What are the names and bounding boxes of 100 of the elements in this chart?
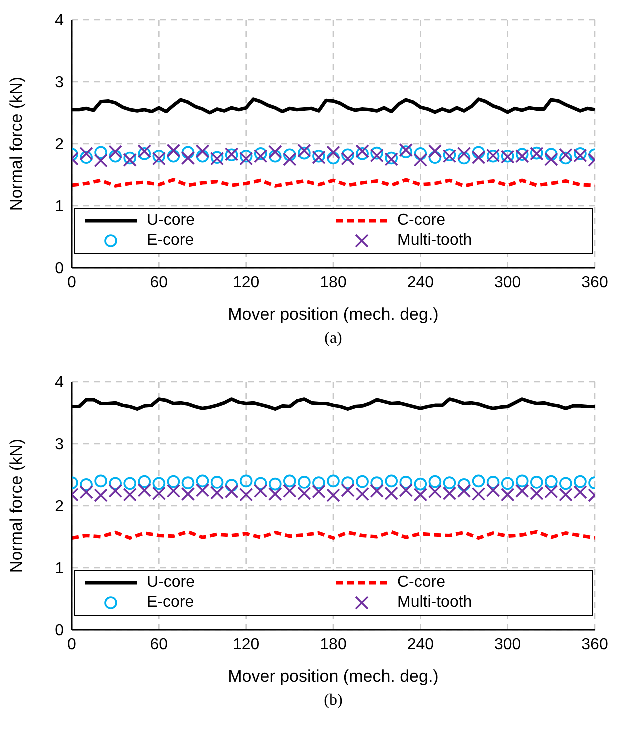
point (327, 152, 340, 165)
point (560, 477, 572, 490)
point (196, 474, 210, 488)
point (342, 148, 354, 162)
point (501, 477, 514, 490)
point (152, 150, 166, 163)
x-axis-title: Mover position (mech. deg.) (228, 305, 439, 324)
y-tick-label: 0 (55, 622, 64, 640)
point (254, 484, 268, 498)
point (486, 484, 500, 498)
point (94, 474, 108, 488)
point (341, 152, 355, 166)
point (284, 474, 296, 488)
point (516, 474, 529, 488)
point (94, 488, 108, 502)
point (545, 148, 558, 161)
point (166, 144, 181, 158)
point (167, 475, 180, 488)
point (210, 476, 224, 489)
y-tick-label: 2 (55, 136, 64, 154)
point (458, 478, 471, 492)
point (428, 144, 442, 158)
x-tick-label: 120 (232, 274, 260, 292)
point (124, 477, 137, 490)
point (516, 148, 529, 161)
point (574, 475, 587, 488)
y-axis-title: Normal force (kN) (7, 438, 26, 574)
x-tick-label: 240 (407, 636, 434, 654)
line-series (72, 530, 595, 540)
point (80, 478, 93, 492)
point (240, 474, 253, 488)
point (370, 146, 384, 160)
y-tick-label: 4 (55, 374, 64, 392)
point (138, 484, 152, 498)
point (399, 484, 414, 498)
point (326, 146, 340, 160)
point (298, 146, 311, 160)
point (342, 476, 354, 490)
x-tick-label: 180 (320, 636, 347, 654)
point (108, 145, 122, 159)
legend-label: E-core (147, 232, 194, 250)
point (414, 148, 428, 160)
y-tick-label: 4 (55, 12, 64, 30)
point (414, 488, 428, 502)
point (138, 148, 152, 160)
point (196, 144, 210, 158)
point (530, 476, 544, 489)
point (356, 144, 370, 158)
point (138, 144, 152, 158)
point (123, 153, 138, 168)
point (400, 476, 413, 489)
text: (b) (323, 692, 344, 711)
legend-label: E-core (147, 594, 194, 612)
point (472, 146, 486, 160)
point (196, 150, 210, 163)
point (109, 477, 122, 490)
point (239, 488, 254, 502)
point (370, 148, 384, 163)
point (428, 151, 442, 164)
legend-label: Multi-tooth (398, 232, 472, 250)
point (472, 474, 486, 488)
point (443, 476, 456, 490)
x-tick-label: 180 (320, 274, 347, 292)
point (312, 476, 326, 490)
point (327, 474, 340, 488)
x-tick-label: 360 (582, 636, 608, 654)
point (414, 153, 428, 168)
point (254, 148, 268, 160)
y-tick-label: 2 (55, 498, 64, 516)
point (268, 145, 282, 159)
x-tick-label: 240 (407, 274, 434, 292)
point (370, 476, 384, 490)
point (152, 477, 166, 490)
point (124, 152, 137, 165)
point (574, 148, 587, 160)
point (399, 143, 414, 158)
point (181, 487, 196, 502)
y-tick-label: 1 (55, 560, 64, 578)
point (545, 475, 558, 488)
y-tick-label: 0 (55, 260, 64, 278)
point (268, 150, 282, 163)
point (123, 488, 138, 502)
point (240, 150, 253, 163)
point (225, 479, 238, 492)
y-tick-label: 3 (55, 74, 64, 92)
point (94, 146, 108, 160)
legend-label: C-core (398, 574, 446, 592)
x-tick-label: 300 (494, 636, 522, 654)
point (80, 151, 93, 164)
point (356, 148, 369, 160)
point (500, 488, 515, 502)
point (181, 151, 196, 166)
point (298, 476, 311, 489)
point (283, 152, 297, 166)
point (254, 477, 268, 490)
point (472, 487, 486, 502)
point (326, 488, 340, 502)
point (152, 152, 166, 166)
point (268, 487, 282, 502)
point (182, 146, 195, 160)
